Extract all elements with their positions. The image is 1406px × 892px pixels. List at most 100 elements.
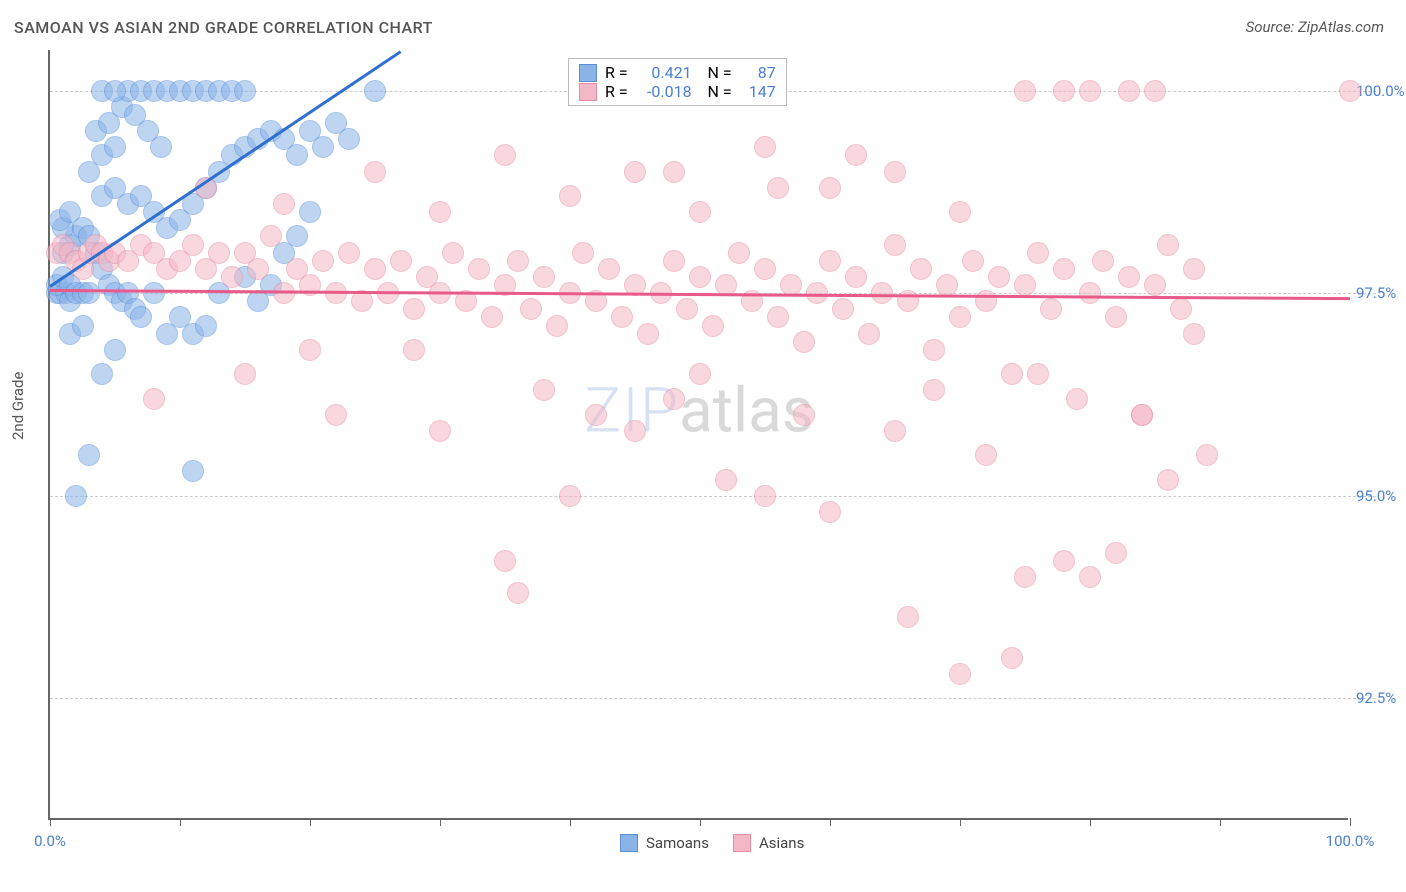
ytick-label: 97.5% bbox=[1356, 284, 1406, 302]
n-label: N = bbox=[700, 63, 732, 82]
scatter-point bbox=[403, 298, 425, 320]
scatter-point bbox=[78, 444, 100, 466]
scatter-point bbox=[793, 404, 815, 426]
scatter-point bbox=[182, 460, 204, 482]
scatter-point bbox=[520, 298, 542, 320]
n-value: 147 bbox=[740, 82, 776, 101]
gridline-h bbox=[50, 698, 1376, 699]
scatter-point bbox=[611, 306, 633, 328]
n-value: 87 bbox=[740, 63, 776, 82]
scatter-point bbox=[1027, 242, 1049, 264]
scatter-point bbox=[767, 177, 789, 199]
scatter-point bbox=[65, 485, 87, 507]
scatter-point bbox=[624, 420, 646, 442]
scatter-point bbox=[1170, 298, 1192, 320]
scatter-point bbox=[910, 258, 932, 280]
scatter-point bbox=[1040, 298, 1062, 320]
xtick bbox=[830, 818, 831, 826]
scatter-point bbox=[754, 136, 776, 158]
scatter-point bbox=[208, 242, 230, 264]
scatter-point bbox=[72, 315, 94, 337]
r-label: R = bbox=[605, 82, 628, 101]
scatter-point bbox=[1001, 363, 1023, 385]
scatter-point bbox=[507, 250, 529, 272]
scatter-point bbox=[286, 225, 308, 247]
scatter-point bbox=[793, 331, 815, 353]
ytick-label: 92.5% bbox=[1356, 689, 1406, 707]
scatter-point bbox=[221, 266, 243, 288]
scatter-point bbox=[572, 242, 594, 264]
scatter-point bbox=[1066, 388, 1088, 410]
scatter-point bbox=[1339, 80, 1361, 102]
stats-legend-row: R =0.421 N =87 bbox=[579, 63, 776, 82]
scatter-point bbox=[754, 485, 776, 507]
scatter-point bbox=[923, 379, 945, 401]
scatter-point bbox=[1196, 444, 1218, 466]
scatter-point bbox=[715, 469, 737, 491]
scatter-point bbox=[962, 250, 984, 272]
scatter-point bbox=[585, 404, 607, 426]
legend-swatch bbox=[733, 834, 751, 852]
scatter-point bbox=[767, 306, 789, 328]
scatter-point bbox=[1144, 80, 1166, 102]
scatter-point bbox=[481, 306, 503, 328]
scatter-point bbox=[884, 161, 906, 183]
scatter-point bbox=[1118, 266, 1140, 288]
scatter-point bbox=[884, 234, 906, 256]
scatter-point bbox=[559, 485, 581, 507]
scatter-point bbox=[949, 663, 971, 685]
scatter-point bbox=[663, 250, 685, 272]
scatter-point bbox=[559, 185, 581, 207]
scatter-point bbox=[533, 379, 555, 401]
scatter-point bbox=[663, 161, 685, 183]
chart-container: SAMOAN VS ASIAN 2ND GRADE CORRELATION CH… bbox=[0, 0, 1406, 892]
scatter-point bbox=[1105, 306, 1127, 328]
scatter-point bbox=[260, 225, 282, 247]
scatter-point bbox=[364, 80, 386, 102]
scatter-point bbox=[819, 250, 841, 272]
legend-label: Samoans bbox=[646, 834, 709, 852]
scatter-point bbox=[325, 404, 347, 426]
scatter-point bbox=[676, 298, 698, 320]
n-label: N = bbox=[700, 82, 732, 101]
scatter-point bbox=[143, 388, 165, 410]
scatter-point bbox=[949, 306, 971, 328]
y-axis-label: 2nd Grade bbox=[9, 372, 27, 440]
scatter-point bbox=[390, 250, 412, 272]
scatter-point bbox=[1183, 258, 1205, 280]
scatter-point bbox=[1183, 323, 1205, 345]
scatter-point bbox=[234, 363, 256, 385]
scatter-point bbox=[1131, 404, 1153, 426]
scatter-point bbox=[195, 315, 217, 337]
scatter-point bbox=[936, 274, 958, 296]
gridline-h bbox=[50, 496, 1376, 497]
scatter-point bbox=[975, 290, 997, 312]
scatter-point bbox=[1079, 80, 1101, 102]
scatter-point bbox=[338, 128, 360, 150]
stats-legend: R =0.421 N =87R =-0.018 N =147 bbox=[568, 58, 787, 106]
scatter-point bbox=[1027, 363, 1049, 385]
scatter-point bbox=[442, 242, 464, 264]
scatter-point bbox=[104, 136, 126, 158]
xtick bbox=[310, 818, 311, 826]
scatter-point bbox=[494, 550, 516, 572]
scatter-point bbox=[1053, 80, 1075, 102]
scatter-point bbox=[754, 258, 776, 280]
plot-area: ZIPatlas 92.5%95.0%97.5%100.0%0.0%100.0%… bbox=[48, 50, 1348, 820]
xtick bbox=[440, 818, 441, 826]
ytick-label: 100.0% bbox=[1356, 82, 1406, 100]
legend-label: Asians bbox=[759, 834, 804, 852]
scatter-point bbox=[182, 234, 204, 256]
scatter-point bbox=[104, 339, 126, 361]
xtick bbox=[1350, 818, 1351, 826]
scatter-point bbox=[130, 306, 152, 328]
xtick bbox=[180, 818, 181, 826]
scatter-point bbox=[234, 80, 256, 102]
xtick bbox=[1220, 818, 1221, 826]
scatter-point bbox=[507, 582, 529, 604]
scatter-point bbox=[1144, 274, 1166, 296]
scatter-point bbox=[429, 420, 451, 442]
r-label: R = bbox=[605, 63, 628, 82]
scatter-point bbox=[845, 144, 867, 166]
scatter-point bbox=[1079, 566, 1101, 588]
